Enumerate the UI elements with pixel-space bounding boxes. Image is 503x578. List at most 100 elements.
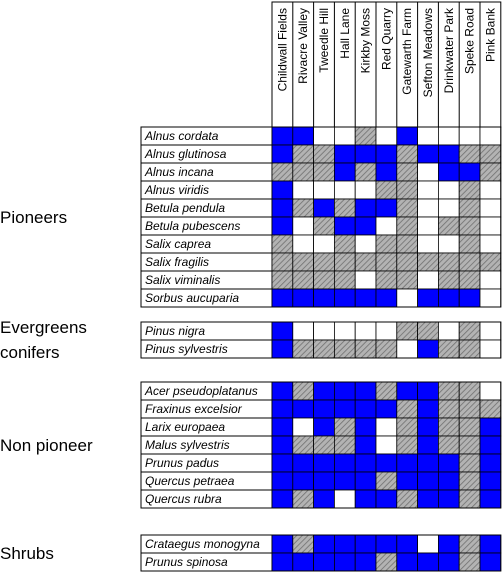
status-cell-hatched <box>396 252 418 272</box>
status-cell-blue <box>354 534 377 554</box>
status-cell-blue <box>271 216 294 236</box>
status-cell-blue <box>417 399 439 419</box>
status-cell-blue <box>292 126 314 146</box>
status-cell-blue <box>354 453 377 473</box>
status-cell-white <box>292 321 314 341</box>
status-cell-blue <box>313 417 335 437</box>
status-cell-white <box>313 126 335 146</box>
status-cell-hatched <box>333 198 356 218</box>
status-cell-blue <box>271 339 294 359</box>
status-cell-hatched <box>458 381 481 401</box>
status-cell-hatched <box>313 270 335 290</box>
group-label: Shrubs <box>0 543 54 563</box>
status-cell-blue <box>313 534 335 554</box>
status-cell-white <box>417 126 439 146</box>
status-cell-blue <box>417 288 439 308</box>
status-cell-hatched <box>437 270 460 290</box>
status-cell-white <box>354 270 377 290</box>
status-cell-white <box>396 288 418 308</box>
status-cell-blue <box>313 381 335 401</box>
status-cell-hatched <box>354 162 377 182</box>
species-group: Alnus cordata Alnus glutinosa Alnus incana… <box>140 126 502 308</box>
status-cell-blue <box>271 288 294 308</box>
status-cell-blue <box>375 198 398 218</box>
status-cell-blue <box>437 453 460 473</box>
site-header: Gatewarth Farm <box>400 8 414 95</box>
site-header: Drinkwater Park <box>442 7 456 93</box>
status-cell-hatched <box>458 216 481 236</box>
status-cell-blue <box>292 288 314 308</box>
status-cell-blue <box>292 552 314 572</box>
status-cell-blue <box>437 552 460 572</box>
status-cell-white <box>292 180 314 200</box>
status-cell-hatched <box>479 399 502 419</box>
status-cell-hatched <box>396 216 418 236</box>
status-cell-blue <box>271 180 294 200</box>
status-cell-hatched <box>271 162 294 182</box>
status-cell-hatched <box>396 270 418 290</box>
status-cell-blue <box>437 471 460 491</box>
status-cell-blue <box>271 435 294 455</box>
status-cell-white <box>354 234 377 254</box>
status-cell-white <box>417 234 439 254</box>
status-cell-blue <box>396 552 418 572</box>
status-cell-hatched <box>458 453 481 473</box>
status-cell-blue <box>479 471 502 491</box>
status-cell-hatched <box>375 234 398 254</box>
status-cell-hatched <box>437 216 460 236</box>
status-cell-hatched <box>458 339 481 359</box>
status-cell-blue <box>313 471 335 491</box>
status-cell-hatched <box>292 339 314 359</box>
status-cell-hatched <box>292 435 314 455</box>
status-cell-blue <box>271 534 294 554</box>
status-cell-blue <box>271 552 294 572</box>
status-cell-blue <box>271 381 294 401</box>
status-cell-hatched <box>292 270 314 290</box>
status-cell-blue <box>396 471 418 491</box>
status-cell-blue <box>417 453 439 473</box>
status-cell-blue <box>333 471 356 491</box>
status-cell-hatched <box>271 270 294 290</box>
species-name: Sorbus aucuparia <box>145 291 239 305</box>
status-cell-blue <box>417 552 439 572</box>
status-cell-white <box>417 216 439 236</box>
status-cell-hatched <box>437 399 460 419</box>
status-cell-hatched <box>292 534 314 554</box>
status-cell-hatched <box>437 339 460 359</box>
site-header: Rivacre Valley <box>296 8 310 84</box>
status-cell-blue <box>354 381 377 401</box>
species-name: Fraxinus excelsior <box>145 402 243 416</box>
status-cell-hatched <box>333 234 356 254</box>
status-cell-blue <box>333 216 356 236</box>
species-name: Pinus nigra <box>145 324 205 338</box>
species-name: Pinus sylvestris <box>145 342 228 356</box>
status-cell-blue <box>354 399 377 419</box>
status-cell-blue <box>354 471 377 491</box>
status-cell-white <box>437 234 460 254</box>
species-group: Pinus nigra Pinus sylvestris <box>140 321 502 359</box>
species-name: Crataegus monogyna <box>145 537 260 551</box>
status-cell-hatched <box>313 144 335 164</box>
status-cell-blue <box>437 288 460 308</box>
species-name: Alnus incana <box>144 165 214 179</box>
group-label: Non pioneer <box>0 435 93 455</box>
status-cell-hatched <box>313 339 335 359</box>
status-cell-hatched <box>396 198 418 218</box>
status-cell-blue <box>437 144 460 164</box>
status-cell-blue <box>271 399 294 419</box>
status-cell-hatched <box>375 339 398 359</box>
status-cell-white <box>479 126 502 146</box>
status-cell-blue <box>479 453 502 473</box>
status-cell-hatched <box>354 339 377 359</box>
status-cell-hatched <box>313 216 335 236</box>
status-cell-blue <box>271 471 294 491</box>
status-cell-white <box>292 216 314 236</box>
status-cell-blue <box>375 144 398 164</box>
status-cell-white <box>479 381 502 401</box>
species-name: Quercus petraea <box>145 474 235 488</box>
status-cell-blue <box>333 144 356 164</box>
status-cell-hatched <box>292 381 314 401</box>
status-cell-blue <box>396 126 418 146</box>
species-group: Crataegus monogyna Prunus spinosa <box>140 534 502 572</box>
